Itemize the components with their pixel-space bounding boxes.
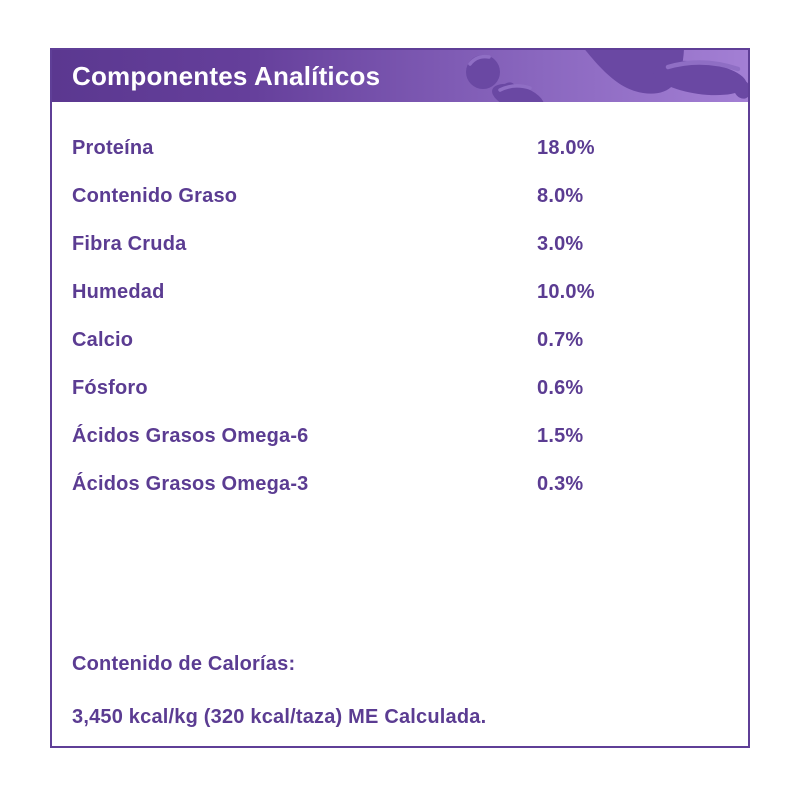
balloon-dog-icon [466, 50, 748, 102]
calorie-content-value: 3,450 kcal/kg (320 kcal/taza) ME Calcula… [72, 706, 487, 728]
nutrient-table: Proteína 18.0% Contenido Graso 8.0% Fibr… [52, 124, 748, 508]
nutrient-value: 0.3% [537, 473, 584, 495]
nutrient-label: Proteína [72, 137, 154, 159]
nutrient-row: Proteína 18.0% [52, 124, 748, 172]
nutrient-label: Fósforo [72, 377, 148, 399]
analytical-components-panel: Componentes Analíticos Proteína 18.0% Co… [50, 48, 750, 748]
nutrient-value: 1.5% [537, 425, 584, 447]
nutrient-row: Fibra Cruda 3.0% [52, 220, 748, 268]
nutrient-label: Ácidos Grasos Omega-6 [72, 425, 309, 447]
calorie-content-label: Contenido de Calorías: [72, 653, 296, 675]
nutrient-label: Calcio [72, 329, 134, 351]
calorie-content-section: Contenido de Calorías: 3,450 kcal/kg (32… [72, 651, 722, 730]
nutrient-row: Ácidos Grasos Omega-3 0.3% [52, 460, 748, 508]
nutrient-row: Contenido Graso 8.0% [52, 172, 748, 220]
nutrient-value: 3.0% [537, 233, 584, 255]
nutrient-value: 10.0% [537, 281, 595, 303]
nutrient-row: Ácidos Grasos Omega-6 1.5% [52, 412, 748, 460]
nutrient-value: 0.7% [537, 329, 584, 351]
nutrient-row: Calcio 0.7% [52, 316, 748, 364]
nutrient-row: Humedad 10.0% [52, 268, 748, 316]
panel-title: Componentes Analíticos [72, 61, 381, 91]
nutrient-value: 8.0% [537, 185, 584, 207]
nutrient-label: Fibra Cruda [72, 233, 187, 255]
nutrient-row: Fósforo 0.6% [52, 364, 748, 412]
nutrient-label: Contenido Graso [72, 185, 238, 207]
panel-header: Componentes Analíticos [52, 50, 748, 102]
nutrient-label: Humedad [72, 281, 165, 303]
nutrient-label: Ácidos Grasos Omega-3 [72, 473, 309, 495]
nutrient-value: 0.6% [537, 377, 584, 399]
nutrient-value: 18.0% [537, 137, 595, 159]
